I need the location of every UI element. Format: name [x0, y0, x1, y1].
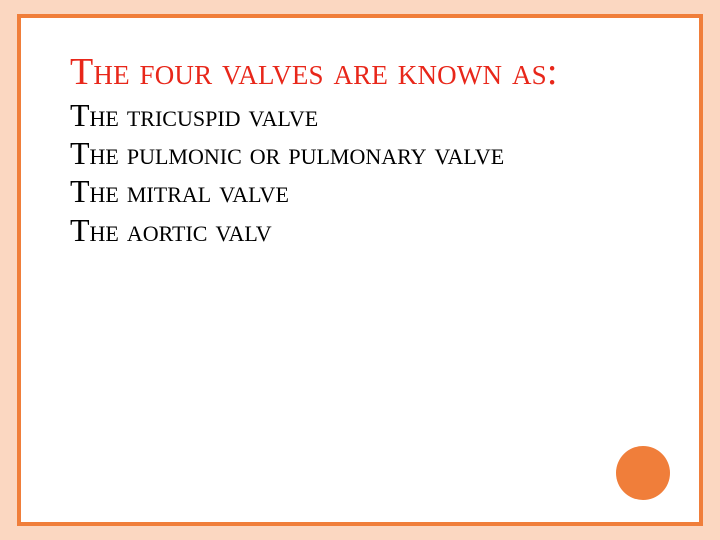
border-outer-left — [0, 0, 17, 540]
list-item: The pulmonic or pulmonary valve — [70, 134, 660, 172]
border-outer-top — [0, 0, 720, 14]
list-item: The tricuspid valve — [70, 96, 660, 134]
border-inner-left — [17, 14, 21, 526]
slide-heading: The four valves are known as: — [70, 50, 660, 96]
border-inner-top — [17, 14, 703, 18]
border-inner-right — [699, 14, 703, 526]
slide-content: The four valves are known as: The tricus… — [70, 50, 660, 249]
border-outer-right — [703, 0, 720, 540]
list-item: The mitral valve — [70, 172, 660, 210]
border-inner-bottom — [17, 522, 703, 526]
border-outer-bottom — [0, 526, 720, 540]
accent-circle-icon — [616, 446, 670, 500]
list-item: The aortic valv — [70, 211, 660, 249]
